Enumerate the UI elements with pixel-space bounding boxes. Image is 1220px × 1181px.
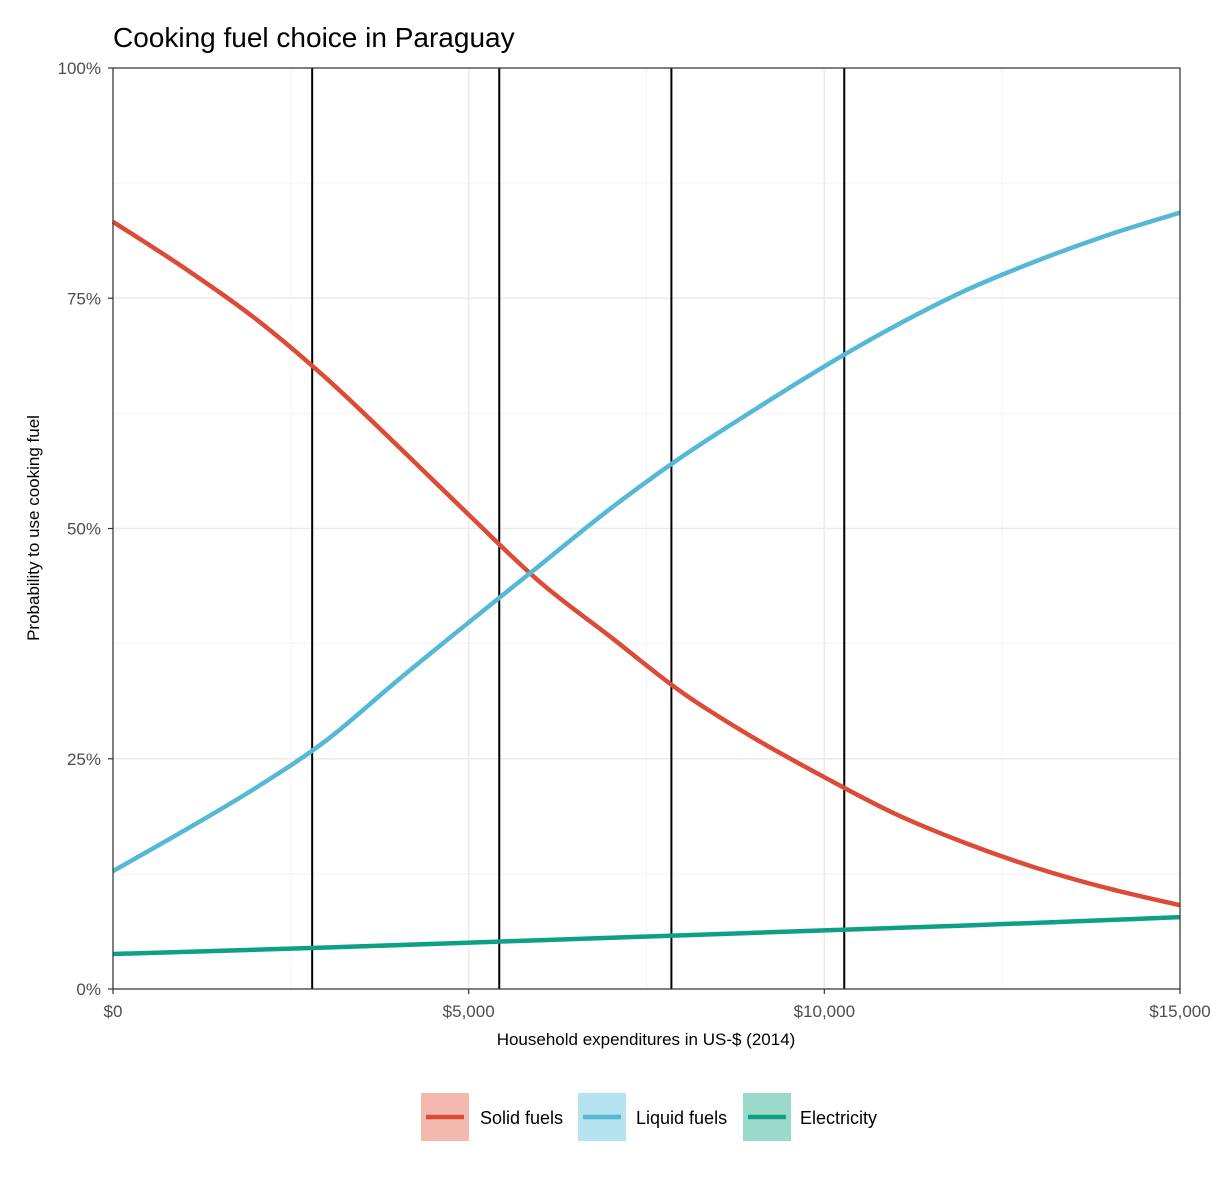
x-tick-label: $0	[104, 1002, 123, 1021]
series-line-electricity	[112, 914, 1181, 957]
legend-label-solid-fuels: Solid fuels	[480, 1108, 563, 1128]
y-tick-label: 0%	[76, 980, 101, 999]
x-tick-label: $5,000	[443, 1002, 495, 1021]
x-axis-ticks: $0 $5,000 $10,000 $15,000	[104, 989, 1211, 1021]
series-line-liquid-fuels	[111, 210, 1181, 874]
vertical-reference-lines	[311, 68, 846, 989]
legend: Solid fuels Liquid fuels Electricity	[421, 1093, 877, 1141]
y-tick-label: 75%	[67, 289, 101, 308]
x-tick-label: $15,000	[1149, 1002, 1210, 1021]
chart-title: Cooking fuel choice in Paraguay	[113, 22, 515, 53]
y-tick-label: 100%	[58, 59, 101, 78]
x-axis-label: Household expenditures in US-$ (2014)	[497, 1030, 796, 1049]
series-lines	[111, 210, 1181, 957]
y-tick-label: 50%	[67, 520, 101, 539]
series-line-solid-fuels	[111, 219, 1181, 908]
y-tick-label: 25%	[67, 750, 101, 769]
legend-label-electricity: Electricity	[800, 1108, 877, 1128]
y-axis-label: Probability to use cooking fuel	[24, 415, 43, 641]
x-tick-label: $10,000	[794, 1002, 855, 1021]
grid	[112, 67, 1181, 990]
legend-label-liquid-fuels: Liquid fuels	[636, 1108, 727, 1128]
y-axis-ticks: 0% 25% 50% 75% 100%	[58, 59, 113, 999]
